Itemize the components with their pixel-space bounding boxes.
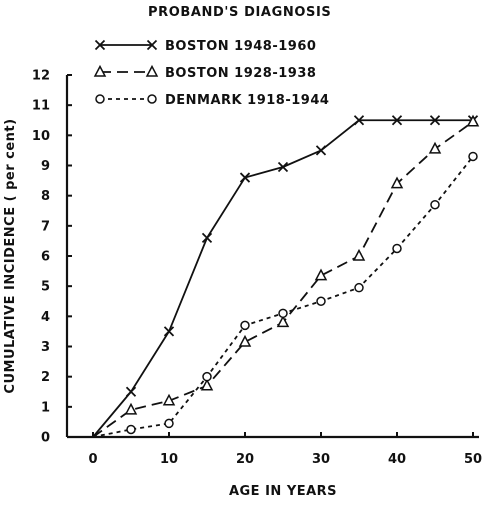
y-tick-label: 10: [32, 129, 50, 144]
series-3: [92, 151, 478, 438]
series-2-point: [276, 315, 290, 328]
legend-label: BOSTON 1948-1960: [165, 39, 316, 54]
series-3-point: [202, 371, 212, 382]
series-1-point: [391, 115, 403, 126]
series-1-point: [201, 232, 213, 244]
x-tick-label: 40: [388, 452, 406, 467]
series-3-point: [430, 199, 440, 210]
legend-entry-3: DENMARK 1918-1944: [95, 93, 329, 108]
series-1-point: [163, 326, 175, 337]
y-tick-label: 8: [41, 189, 50, 204]
legend-marker: [95, 94, 105, 104]
series-1-point: [239, 172, 251, 183]
series-3-point: [164, 418, 174, 429]
x-tick-label: 0: [88, 452, 97, 467]
series-2-point: [200, 378, 214, 391]
series-2-point: [124, 402, 138, 415]
y-axis-title: CUMULATIVE INCIDENCE ( per cent): [3, 118, 18, 393]
series-2-point: [314, 268, 328, 281]
y-tick-label: 7: [41, 219, 50, 234]
series-3-point: [126, 424, 136, 435]
legend-entry-1: BOSTON 1948-1960: [94, 39, 316, 54]
x-tick-label: 20: [236, 452, 254, 467]
y-tick-label: 5: [41, 280, 50, 295]
series-2-point: [352, 248, 366, 261]
series-2: [92, 114, 480, 438]
series-3-line: [92, 155, 474, 438]
legend: PROBAND'S DIAGNOSIS BOSTON 1948-1960 BOST…: [93, 5, 331, 108]
series-1-point: [353, 115, 365, 126]
series-2-point: [390, 176, 404, 189]
series-layer: [92, 114, 480, 438]
series-3-point: [354, 282, 364, 293]
series-3-point: [316, 296, 326, 306]
legend-entry-2: BOSTON 1928-1938: [93, 64, 316, 81]
y-tick-label: 1: [41, 400, 50, 415]
y-tick-label: 0: [41, 431, 50, 446]
series-2-point: [162, 393, 176, 406]
y-tick-label: 9: [41, 159, 50, 174]
legend-marker: [93, 64, 107, 77]
x-tick-label: 30: [312, 452, 330, 467]
legend-marker: [147, 94, 157, 104]
series-1-point: [125, 386, 137, 397]
legend-marker: [145, 64, 159, 77]
series-1-point: [277, 161, 289, 173]
y-tick-label: 11: [32, 99, 50, 114]
series-2-point: [466, 114, 480, 127]
y-tick-label: 2: [41, 370, 50, 385]
series-3-point: [392, 243, 402, 254]
legend-title: PROBAND'S DIAGNOSIS: [148, 5, 331, 20]
legend-marker: [94, 39, 106, 51]
series-1-point: [429, 115, 441, 126]
x-tick-label: 50: [464, 452, 482, 467]
legend-label: DENMARK 1918-1944: [165, 93, 329, 108]
x-axis-title: AGE IN YEARS: [229, 484, 337, 499]
series-1: [92, 115, 479, 438]
series-2-point: [428, 141, 442, 154]
legend-label: BOSTON 1928-1938: [165, 66, 316, 81]
series-3-point: [240, 320, 250, 331]
series-2-point: [238, 334, 252, 347]
y-tick-label: 3: [41, 340, 50, 355]
y-tick-label: 4: [41, 310, 50, 325]
y-tick-label: 6: [41, 250, 50, 265]
x-tick-label: 10: [160, 452, 178, 467]
series-3-point: [468, 151, 478, 162]
series-1-point: [315, 145, 327, 156]
legend-marker: [146, 39, 158, 51]
series-3-point: [278, 308, 288, 319]
y-tick-label: 12: [32, 69, 50, 84]
series-2-line: [92, 121, 474, 438]
